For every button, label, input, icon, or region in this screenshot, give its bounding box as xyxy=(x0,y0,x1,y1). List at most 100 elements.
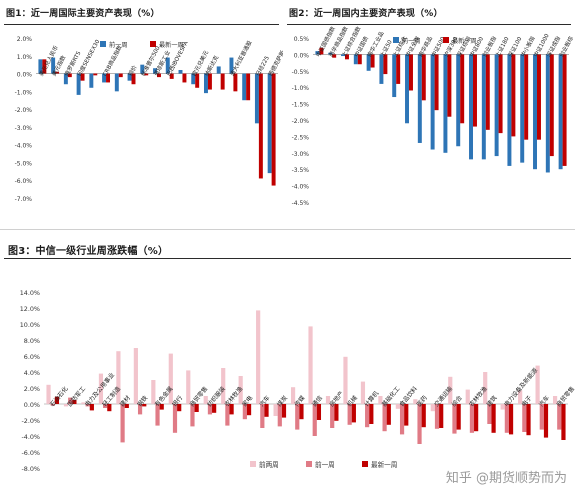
bar-0-7 xyxy=(127,73,132,81)
bar-0-8 xyxy=(417,54,422,143)
chart-svg: 2.0% 1.0% 0.0% -1.0% -2.0% -3.0% -4.0% -5.0% -6.… xyxy=(15,36,283,203)
bar-0-16 xyxy=(242,73,247,101)
bar-0-5 xyxy=(133,348,138,404)
bar-2-5 xyxy=(142,404,147,407)
bar-1-16 xyxy=(330,404,335,428)
bar-1-1 xyxy=(68,397,73,404)
bar-1-13 xyxy=(277,404,282,427)
y-tick-label: 0.0% xyxy=(24,401,40,409)
bar-1-0 xyxy=(42,59,47,74)
bar-0-3 xyxy=(76,73,81,95)
bar-2-21 xyxy=(421,404,426,428)
y-tick-label: -1.0% xyxy=(15,89,33,96)
bar-2-11 xyxy=(246,404,252,416)
bar-0-22 xyxy=(430,404,435,412)
bar-2-18 xyxy=(369,404,374,424)
bar-1-12 xyxy=(473,54,477,127)
bar-1-9 xyxy=(207,404,213,415)
bar-0-2 xyxy=(63,73,68,85)
bar-0-5 xyxy=(379,54,384,84)
bar-0-0 xyxy=(38,59,43,74)
bar-1-4 xyxy=(370,54,375,68)
bar-1-12 xyxy=(260,404,265,428)
chart-title: 图3：中信一级行业周涨跌幅（%） xyxy=(8,246,169,257)
legend-label: 最新一周 xyxy=(371,460,397,469)
title-rule xyxy=(4,258,571,259)
bar-2-1 xyxy=(72,400,77,404)
y-tick-label: -3.0% xyxy=(292,151,310,158)
bar-0-0 xyxy=(315,51,320,55)
bar-1-1 xyxy=(55,71,60,74)
bar-2-23 xyxy=(456,404,461,430)
bar-1-28 xyxy=(539,404,544,430)
y-tick-label: 8.0% xyxy=(24,337,40,345)
bar-0-2 xyxy=(341,54,345,57)
bar-0-1 xyxy=(63,404,69,407)
bar-2-29 xyxy=(561,404,566,440)
bar-1-2 xyxy=(67,73,72,78)
bar-1-7 xyxy=(409,54,413,91)
bar-2-22 xyxy=(439,404,444,428)
bar-1-3 xyxy=(357,54,362,65)
bar-1-2 xyxy=(85,404,90,407)
bar-1-14 xyxy=(220,73,225,90)
bar-1-16 xyxy=(524,54,529,140)
bar-2-7 xyxy=(177,404,182,412)
bar-1-29 xyxy=(557,404,562,430)
bar-2-12 xyxy=(264,404,269,417)
bar-1-2 xyxy=(345,54,349,60)
bar-2-8 xyxy=(194,404,199,412)
bar-1-1 xyxy=(332,54,337,58)
bar-0-5 xyxy=(102,73,107,83)
legend-label: 前两周 xyxy=(259,460,279,469)
bar-0-15 xyxy=(308,326,313,404)
bar-1-17 xyxy=(537,54,541,140)
bar-1-12 xyxy=(195,73,200,88)
bar-0-23 xyxy=(448,376,453,404)
bar-1-10 xyxy=(225,404,230,426)
bar-1-26 xyxy=(504,404,509,433)
y-tick-label: -4.0% xyxy=(15,143,33,150)
legend-swatch xyxy=(306,461,312,467)
bar-0-6 xyxy=(151,380,156,404)
y-tick-label: -6.0% xyxy=(15,178,33,185)
chart-svg: 0.5% 0.0% -0.5% -1.0% -1.5% -2.0% -2.5% -3.0% -3… xyxy=(292,25,575,207)
legend-swatch xyxy=(150,41,156,47)
bar-0-0 xyxy=(46,384,51,404)
legend-swatch xyxy=(443,37,449,43)
bar-0-16 xyxy=(520,54,525,163)
bar-1-8 xyxy=(144,73,149,76)
bar-2-16 xyxy=(334,404,339,421)
bar-1-3 xyxy=(80,73,85,81)
bar-0-20 xyxy=(395,404,400,409)
bar-2-3 xyxy=(107,404,112,412)
bar-1-8 xyxy=(190,404,195,427)
bar-2-24 xyxy=(474,404,479,432)
bar-1-6 xyxy=(155,404,160,426)
bar-1-15 xyxy=(511,54,516,137)
bar-1-13 xyxy=(485,54,490,130)
bar-0-14 xyxy=(290,387,296,404)
y-tick-label: -4.0% xyxy=(292,184,310,191)
bar-0-15 xyxy=(507,54,512,166)
y-tick-label: 12.0% xyxy=(20,305,40,313)
bar-0-4 xyxy=(366,54,371,71)
y-tick-label: 4.0% xyxy=(24,369,40,377)
bar-0-2 xyxy=(81,402,86,404)
y-tick-label: -2.5% xyxy=(292,134,310,141)
bar-0-28 xyxy=(535,365,540,404)
bar-0-7 xyxy=(168,353,173,404)
y-tick-label: 0.5% xyxy=(294,36,310,43)
bar-1-4 xyxy=(120,404,125,443)
bar-0-26 xyxy=(500,404,505,410)
bar-0-12 xyxy=(469,54,473,160)
bar-1-10 xyxy=(447,54,452,117)
bar-1-11 xyxy=(460,54,465,124)
category-label: 医药 xyxy=(415,394,429,408)
y-tick-label: 0.0% xyxy=(17,72,33,79)
bar-1-5 xyxy=(137,404,143,415)
bar-0-12 xyxy=(256,310,261,404)
bar-2-26 xyxy=(508,404,514,435)
bar-2-15 xyxy=(316,404,322,420)
bar-0-1 xyxy=(51,57,56,74)
